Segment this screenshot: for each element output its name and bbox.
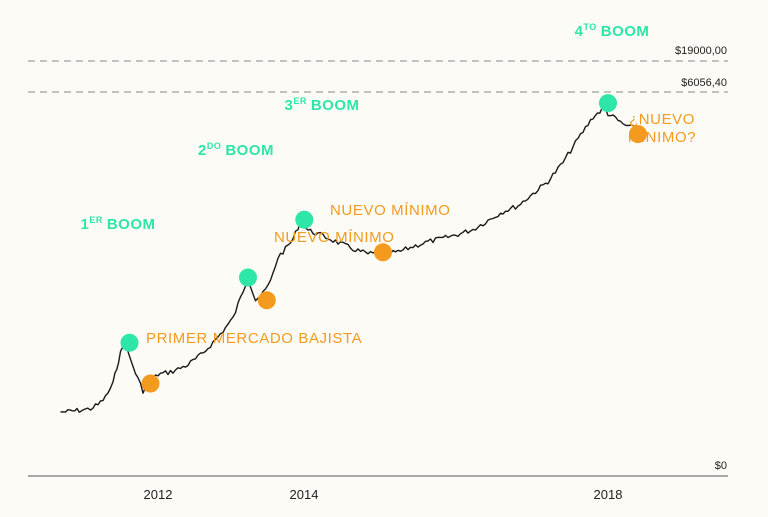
minimum-marker-7 [374, 243, 392, 262]
boom-label-2: 2DO BOOM [198, 141, 274, 159]
minimum-label-3: NUEVO MÍNIMO [330, 202, 451, 219]
x-tick-label-2018: 2018 [594, 487, 623, 502]
boom-marker-4 [599, 94, 617, 113]
x-tick-label-2014: 2014 [290, 487, 319, 502]
boom-marker-3 [295, 210, 314, 229]
annotation-markers [120, 94, 647, 393]
minimum-marker-6 [257, 291, 276, 310]
price-series-line [60, 106, 646, 413]
minimum-label-4-line2: MÍNIMO? [628, 129, 696, 146]
minimum-label-4-line1: ¿NUEVO [629, 111, 695, 128]
boom-marker-1 [120, 333, 139, 352]
minimum-marker-5 [141, 374, 160, 393]
minimum-label-1: PRIMER MERCADO BAJISTA [146, 330, 362, 347]
boom-label-3: 3ER BOOM [284, 96, 359, 114]
boom-label-1: 1ER BOOM [80, 215, 155, 233]
minimum-label-2: NUEVO MÍNIMO [274, 229, 395, 246]
boom-label-4: 4TO BOOM [575, 22, 650, 40]
minimum-marker-8 [629, 125, 647, 144]
boom-marker-2 [239, 268, 257, 287]
reference-label-current: $6056,40 [681, 77, 727, 89]
reference-label-high: $19000,00 [675, 45, 727, 57]
y-tick-label-zero: $0 [715, 460, 727, 472]
x-tick-label-2012: 2012 [144, 487, 173, 502]
